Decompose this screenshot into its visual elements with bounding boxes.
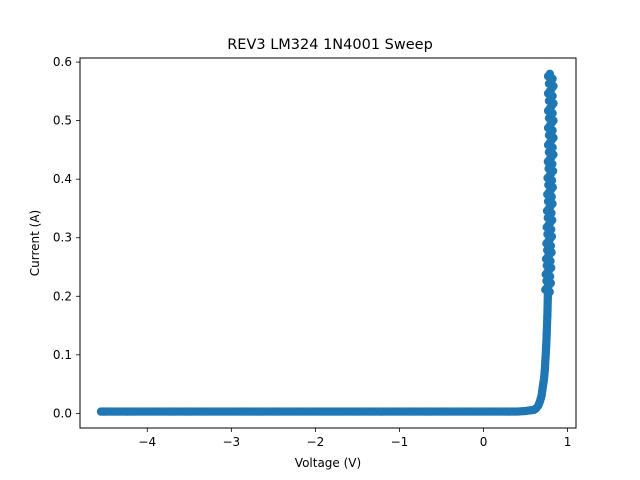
x-axis-ticks: −4 −3 −2 −1 0 1: [138, 428, 571, 449]
points-layer: [96, 69, 558, 416]
y-tick-label: 0.1: [53, 348, 72, 362]
x-tick-label: −2: [307, 435, 325, 449]
data-point: [545, 69, 555, 79]
x-axis-label: Voltage (V): [295, 456, 361, 470]
y-axis-ticks: 0.0 0.1 0.2 0.3 0.4 0.5 0.6: [53, 55, 80, 420]
y-tick-label: 0.0: [53, 406, 72, 420]
y-tick-label: 0.3: [53, 231, 72, 245]
y-tick-label: 0.4: [53, 172, 72, 186]
x-tick-label: −3: [222, 435, 240, 449]
x-tick-label: 0: [480, 435, 488, 449]
chart-title: REV3 LM324 1N4001 Sweep: [227, 37, 433, 53]
plot-frame: [79, 57, 577, 429]
y-axis-label: Current (A): [28, 210, 42, 276]
x-tick-label: −4: [138, 435, 156, 449]
y-tick-label: 0.6: [53, 55, 72, 69]
y-tick-label: 0.2: [53, 289, 72, 303]
x-tick-label: −1: [391, 435, 409, 449]
x-tick-label: 1: [564, 435, 572, 449]
y-tick-label: 0.5: [53, 114, 72, 128]
